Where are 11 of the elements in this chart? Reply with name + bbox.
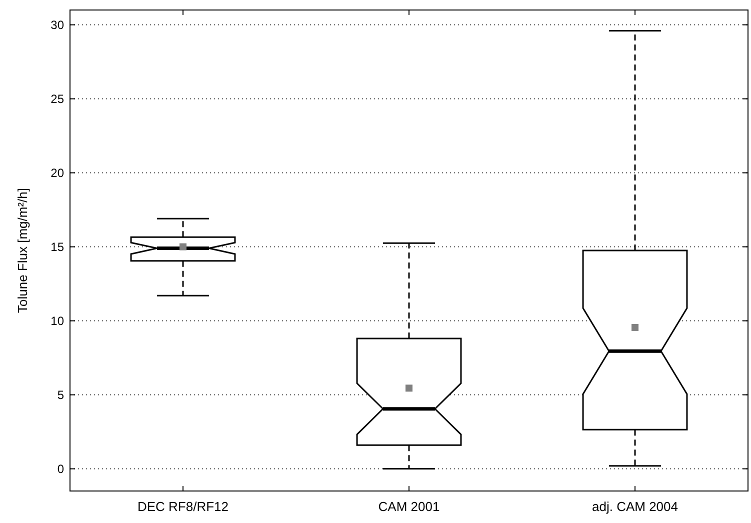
y-tick-label: 10	[50, 314, 64, 328]
y-tick-label: 30	[50, 18, 64, 32]
y-tick-label: 5	[57, 388, 64, 402]
y-tick-label: 25	[50, 92, 64, 106]
y-axis-title: Tolune Flux [mg/m²/h]	[15, 188, 30, 313]
x-tick-label: DEC RF8/RF12	[137, 499, 229, 514]
x-tick-label: CAM 2001	[378, 499, 440, 514]
y-tick-label: 20	[50, 166, 64, 180]
y-tick-label: 15	[50, 240, 64, 254]
y-tick-label: 0	[57, 462, 64, 476]
x-tick-label: adj. CAM 2004	[592, 499, 678, 514]
